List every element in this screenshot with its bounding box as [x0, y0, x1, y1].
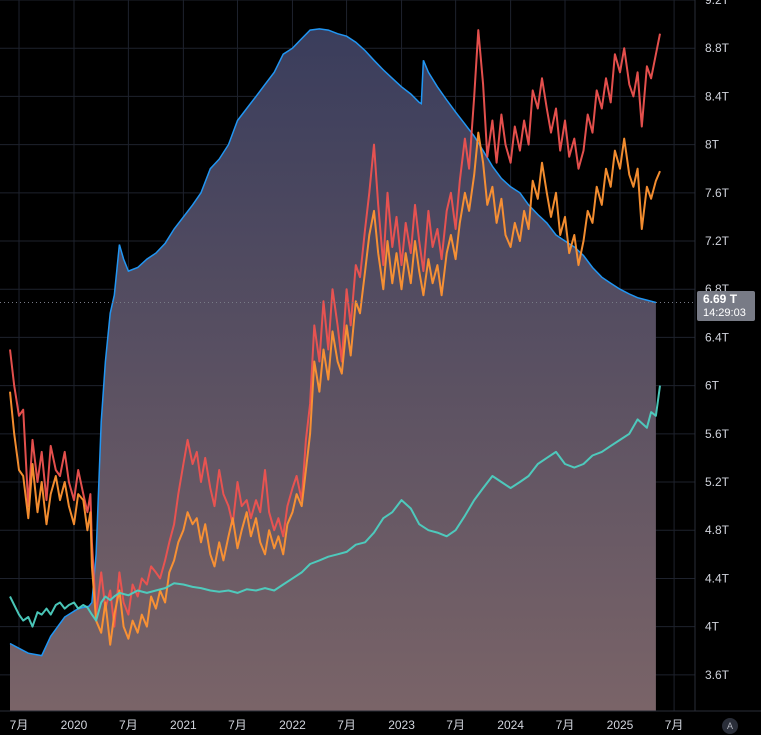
x-tick-label: 2024 [497, 718, 524, 732]
y-tick-label: 5.6T [705, 427, 730, 441]
line-series-group [9, 29, 661, 646]
y-tick-label: 8.4T [705, 89, 730, 103]
y-tick-label: 7.6T [705, 186, 730, 200]
y-tick-label: 4.4T [705, 571, 730, 585]
y-tick-label: 4.8T [705, 523, 730, 537]
last-value-label: 6.69 T [703, 292, 738, 306]
x-tick-label: 7月 [119, 718, 138, 732]
x-tick-label: 7月 [556, 718, 575, 732]
x-tick-label: 2022 [279, 718, 306, 732]
y-tick-label: 7.2T [705, 234, 730, 248]
y-tick-label: 8.8T [705, 41, 730, 55]
x-tick-label: 7月 [665, 718, 684, 732]
y-axis: 9.2T8.8T8.4T8T7.6T7.2T6.8T6.4T6T5.6T5.2T… [705, 0, 730, 682]
x-tick-label: 2025 [607, 718, 634, 732]
y-tick-label: 6.4T [705, 330, 730, 344]
x-axis: 7月 2020 7月 2021 7月 2022 7月 2023 7月 2024 7月 2025 7月 [10, 718, 684, 732]
line-series-3 [9, 385, 661, 628]
y-tick-label: 8T [705, 138, 720, 152]
x-tick-label: 7月 [228, 718, 247, 732]
y-tick-label: 6T [705, 379, 720, 393]
y-tick-label: 3.6T [705, 668, 730, 682]
x-tick-label: 7月 [446, 718, 465, 732]
area-series-line [9, 28, 657, 657]
line-series-2 [9, 131, 661, 646]
x-tick-label: 2021 [170, 718, 197, 732]
y-tick-label: 9.2T [705, 0, 730, 7]
auto-scale-button[interactable]: A [722, 718, 738, 734]
y-tick-label: 5.2T [705, 475, 730, 489]
last-value-time: 14:29:03 [703, 307, 746, 319]
line-series-1 [9, 29, 661, 628]
x-tick-label: 2023 [388, 718, 415, 732]
x-tick-label: 2020 [61, 718, 88, 732]
x-tick-label: 7月 [337, 718, 356, 732]
y-tick-label: 4T [705, 620, 720, 634]
last-value-badge [697, 291, 755, 321]
x-tick-label: 7月 [10, 718, 29, 732]
